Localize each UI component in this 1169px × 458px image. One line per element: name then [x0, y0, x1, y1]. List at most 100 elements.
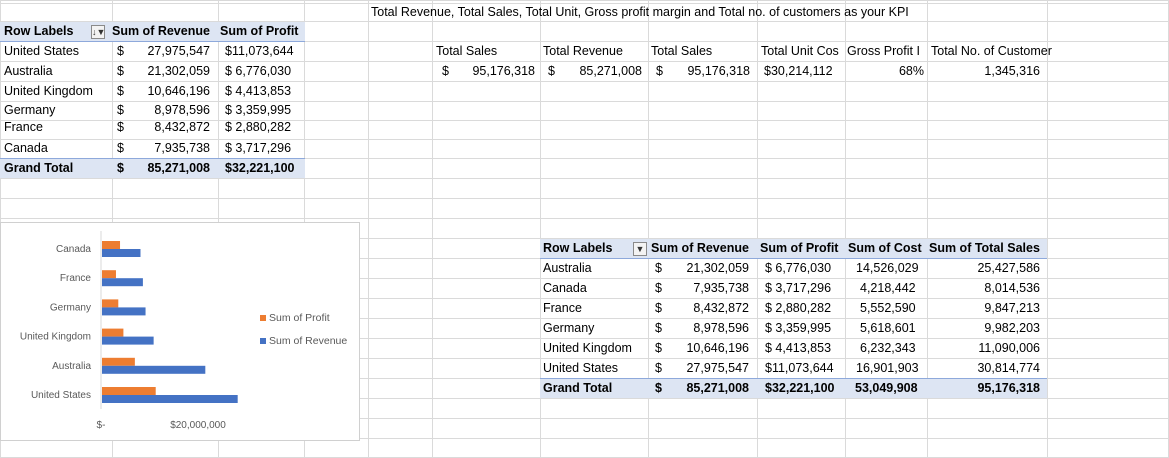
pivot1-row-revenue: 27,975,547 [147, 44, 210, 58]
pivot2-row-cost: 4,218,442 [860, 281, 916, 295]
pivot1-row-label: Germany [4, 103, 56, 117]
pivot2-row-revenue: 8,978,596 [693, 321, 749, 335]
pivot1-row-currency: $ [117, 84, 124, 98]
pivot2-row-sales: 11,090,006 [978, 341, 1040, 355]
pivot2-row-sales: 9,847,213 [984, 301, 1040, 315]
chart-bar-profit [102, 328, 124, 337]
pivot1-row-label: United Kingdom [4, 84, 93, 98]
kpi-gross-profit-value: 68% [898, 64, 924, 78]
pivot2-row-profit: $ 3,359,995 [765, 321, 832, 335]
pivot2-row-label: Germany [543, 321, 595, 335]
pivot2-row-profit: $ 4,413,853 [765, 341, 832, 355]
pivot1-row-label: United States [4, 44, 80, 58]
chart-category-label: United Kingdom [20, 332, 91, 343]
pivot1-row-currency: $ [117, 103, 124, 117]
kpi-title: Total Revenue, Total Sales, Total Unit, … [371, 5, 909, 19]
pivot2-header-sales: Sum of Total Sales [929, 241, 1040, 255]
pivot1-row-revenue: 10,646,196 [147, 84, 210, 98]
chart-bar-revenue [102, 249, 141, 257]
pivot2-row-sales: 30,814,774 [977, 361, 1040, 375]
pivot1-row-profit: $ 6,776,030 [225, 64, 292, 78]
pivot2-total-profit: $32,221,100 [765, 381, 835, 395]
chart-x-tick-label: $20,000,000 [170, 420, 226, 431]
pivot1-row-revenue: 8,432,872 [154, 120, 210, 134]
pivot1-row-label: France [4, 120, 43, 134]
chart-svg: Canada France Germany United Kingdom Austral… [20, 231, 347, 431]
chart-category-label: France [60, 273, 92, 284]
pivot2-row-currency: $ [655, 361, 662, 375]
pivot2-row-label: United Kingdom [543, 341, 632, 355]
pivot1-row-label: Australia [4, 64, 53, 78]
pivot2-header-cost: Sum of Cost [848, 241, 922, 255]
pivot1-row-profit: $ 4,413,853 [225, 84, 292, 98]
chart-bar-profit [102, 270, 116, 279]
kpi-currency: $ [656, 64, 663, 78]
pivot1-header-profit: Sum of Profit [220, 24, 299, 38]
pivot2-row-profit: $ 2,880,282 [765, 301, 832, 315]
pivot2-row-cost: 14,526,029 [856, 261, 919, 275]
chart-bar-revenue [102, 395, 238, 403]
pivot1-row-profit: $ 2,880,282 [225, 120, 292, 134]
kpi-header-total-sales: Total Sales [436, 44, 498, 58]
pivot2-row-revenue: 10,646,196 [686, 341, 749, 355]
pivot2-header-profit: Sum of Profit [760, 241, 839, 255]
pivot2-header-row-labels: Row Labels [543, 241, 613, 255]
pivot1-row-revenue: 7,935,738 [154, 141, 210, 155]
pivot2-row-revenue: 21,302,059 [686, 261, 749, 275]
pivot1-row-profit: $ 3,717,296 [225, 141, 292, 155]
pivot2-total-currency: $ [655, 381, 662, 395]
kpi-total-revenue-value: 85,271,008 [579, 64, 642, 78]
pivot1-row-currency: $ [117, 141, 124, 155]
chart-bar-profit [102, 241, 121, 249]
chart-bar-profit [102, 387, 156, 395]
sort-filter-icon[interactable]: ↓▼ [91, 24, 106, 39]
kpi-unit-cost-value: $30,214,112 [764, 64, 833, 78]
pivot2-row-currency: $ [655, 341, 662, 355]
filter-icon[interactable]: ▼ [630, 239, 647, 258]
kpi-total-sales-value: 95,176,318 [472, 64, 535, 78]
pivot2-total-sales: 95,176,318 [977, 381, 1040, 395]
pivot2-row-revenue: 8,432,872 [693, 301, 749, 315]
pivot1-row-currency: $ [117, 44, 124, 58]
pivot2-row-sales: 9,982,203 [984, 321, 1040, 335]
pivot2-row-currency: $ [655, 301, 662, 315]
chart-bar-profit [102, 357, 135, 366]
pivot1-total-revenue: 85,271,008 [147, 161, 210, 175]
pivot1-total-label: Grand Total [4, 161, 74, 175]
chart-category-label: Germany [50, 302, 91, 313]
pivot2-row-cost: 16,901,903 [856, 361, 919, 375]
pivot1-total-currency: $ [117, 161, 124, 175]
kpi-total-sales-value-2: 95,176,318 [687, 64, 750, 78]
pivot2-row-label: Canada [543, 281, 587, 295]
pivot2-total-band [540, 378, 1047, 398]
pivot2-row-sales: 8,014,536 [984, 281, 1040, 295]
pivot2-total-label: Grand Total [543, 381, 613, 395]
kpi-header-total-sales-2: Total Sales [651, 44, 713, 58]
pivot2-row-currency: $ [655, 281, 662, 295]
bar-chart[interactable]: Canada France Germany United Kingdom Austral… [0, 222, 360, 441]
pivot2-row-currency: $ [655, 321, 662, 335]
pivot1-row-currency: $ [117, 120, 124, 134]
pivot2-row-profit: $11,073,644 [765, 361, 834, 375]
chart-category-label: Canada [56, 244, 91, 255]
pivot1-header-band [0, 22, 305, 41]
kpi-currency: $ [442, 64, 449, 78]
kpi-header-total-revenue: Total Revenue [543, 44, 623, 58]
pivot2-row-profit: $ 3,717,296 [765, 281, 832, 295]
pivot2-row-label: United States [543, 361, 619, 375]
pivot2-row-currency: $ [655, 261, 662, 275]
pivot1-total-profit: $32,221,100 [225, 161, 295, 175]
pivot2-row-cost: 5,552,590 [860, 301, 916, 315]
pivot2-row-label: Australia [543, 261, 592, 275]
pivot2-row-revenue: 7,935,738 [693, 281, 749, 295]
pivot2-row-label: France [543, 301, 582, 315]
kpi-header-gross-profit: Gross Profit I [847, 44, 920, 58]
pivot2-header-revenue: Sum of Revenue [651, 241, 749, 255]
legend-swatch-revenue [260, 338, 266, 344]
kpi-currency: $ [548, 64, 555, 78]
pivot1-total-band [0, 158, 305, 178]
pivot1-row-currency: $ [117, 64, 124, 78]
kpi-customers-value: 1,345,316 [984, 64, 1040, 78]
pivot2-row-cost: 5,618,601 [860, 321, 916, 335]
kpi-header-unit-cost: Total Unit Cos [761, 44, 839, 58]
